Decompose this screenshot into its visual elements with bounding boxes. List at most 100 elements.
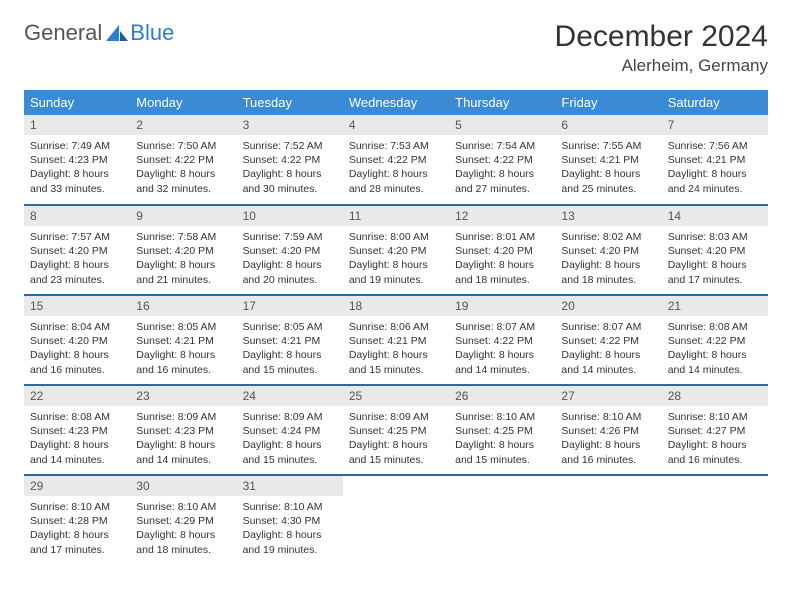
calendar-cell: 21Sunrise: 8:08 AMSunset: 4:22 PMDayligh… [662,295,768,385]
calendar-cell: 12Sunrise: 8:01 AMSunset: 4:20 PMDayligh… [449,205,555,295]
daylight-text-1: Daylight: 8 hours [455,438,549,452]
day-content: Sunrise: 8:09 AMSunset: 4:25 PMDaylight:… [343,406,449,473]
day-number: 26 [449,386,555,406]
weekday-header: Thursday [449,90,555,115]
daylight-text-1: Daylight: 8 hours [349,167,443,181]
sunrise-text: Sunrise: 8:10 AM [136,500,230,514]
day-content: Sunrise: 7:54 AMSunset: 4:22 PMDaylight:… [449,135,555,202]
calendar-cell: 14Sunrise: 8:03 AMSunset: 4:20 PMDayligh… [662,205,768,295]
daylight-text-2: and 15 minutes. [455,453,549,467]
sunrise-text: Sunrise: 8:10 AM [561,410,655,424]
sunrise-text: Sunrise: 7:49 AM [30,139,124,153]
daylight-text-1: Daylight: 8 hours [30,438,124,452]
day-content: Sunrise: 8:10 AMSunset: 4:27 PMDaylight:… [662,406,768,473]
sunrise-text: Sunrise: 8:04 AM [30,320,124,334]
sunset-text: Sunset: 4:23 PM [30,424,124,438]
sunrise-text: Sunrise: 8:06 AM [349,320,443,334]
sunrise-text: Sunrise: 7:54 AM [455,139,549,153]
day-content: Sunrise: 8:09 AMSunset: 4:24 PMDaylight:… [237,406,343,473]
day-number: 23 [130,386,236,406]
sunrise-text: Sunrise: 8:10 AM [668,410,762,424]
calendar-table: Sunday Monday Tuesday Wednesday Thursday… [24,90,768,565]
day-content: Sunrise: 8:01 AMSunset: 4:20 PMDaylight:… [449,226,555,293]
sunset-text: Sunset: 4:21 PM [243,334,337,348]
calendar-cell: 20 Sunrise: 8:07 AMSunset: 4:22 PMDayligh… [555,295,661,385]
daylight-text-2: and 33 minutes. [30,182,124,196]
day-number: 7 [662,115,768,135]
title-block: December 2024 Alerheim, Germany [555,20,768,76]
daylight-text-2: and 14 minutes. [455,363,549,377]
weekday-header: Monday [130,90,236,115]
daylight-text-2: and 25 minutes. [561,182,655,196]
sunset-text: Sunset: 4:22 PM [136,153,230,167]
daylight-text-1: Daylight: 8 hours [136,167,230,181]
daylight-text-2: and 15 minutes. [243,363,337,377]
sunrise-text: Sunrise: 7:58 AM [136,230,230,244]
day-content: Sunrise: 7:53 AMSunset: 4:22 PMDaylight:… [343,135,449,202]
daylight-text-2: and 19 minutes. [243,543,337,557]
sunrise-text: Sunrise: 7:57 AM [30,230,124,244]
daylight-text-2: and 16 minutes. [30,363,124,377]
day-content: Sunrise: 8:06 AMSunset: 4:21 PMDaylight:… [343,316,449,383]
weekday-header: Sunday [24,90,130,115]
day-number: 18 [343,296,449,316]
day-number: 15 [24,296,130,316]
daylight-text-2: and 18 minutes. [455,273,549,287]
sunrise-text: Sunrise: 8:07 AM [455,320,549,334]
day-number: 4 [343,115,449,135]
calendar-cell: 28Sunrise: 8:10 AMSunset: 4:27 PMDayligh… [662,385,768,475]
daylight-text-2: and 16 minutes. [136,363,230,377]
sunset-text: Sunset: 4:21 PM [561,153,655,167]
sunset-text: Sunset: 4:20 PM [561,244,655,258]
weekday-header: Wednesday [343,90,449,115]
calendar-cell: 30Sunrise: 8:10 AMSunset: 4:29 PMDayligh… [130,475,236,565]
sunset-text: Sunset: 4:29 PM [136,514,230,528]
calendar-cell: 6Sunrise: 7:55 AMSunset: 4:21 PMDaylight… [555,115,661,205]
sunrise-text: Sunrise: 8:07 AM [561,320,655,334]
day-number: 20 [555,296,661,316]
sunrise-text: Sunrise: 8:08 AM [30,410,124,424]
calendar-cell: 13Sunrise: 8:02 AMSunset: 4:20 PMDayligh… [555,205,661,295]
daylight-text-1: Daylight: 8 hours [30,348,124,362]
sunrise-text: Sunrise: 8:05 AM [243,320,337,334]
calendar-cell: 5Sunrise: 7:54 AMSunset: 4:22 PMDaylight… [449,115,555,205]
weekday-header: Friday [555,90,661,115]
day-content: Sunrise: 7:55 AMSunset: 4:21 PMDaylight:… [555,135,661,202]
day-content: Sunrise: 8:08 AMSunset: 4:22 PMDaylight:… [662,316,768,383]
calendar-cell: 3Sunrise: 7:52 AMSunset: 4:22 PMDaylight… [237,115,343,205]
location: Alerheim, Germany [555,56,768,76]
day-number: 13 [555,206,661,226]
daylight-text-1: Daylight: 8 hours [243,438,337,452]
sunset-text: Sunset: 4:21 PM [349,334,443,348]
daylight-text-1: Daylight: 8 hours [243,258,337,272]
day-number: 27 [555,386,661,406]
daylight-text-1: Daylight: 8 hours [561,348,655,362]
sunset-text: Sunset: 4:21 PM [136,334,230,348]
calendar-cell [662,475,768,565]
daylight-text-1: Daylight: 8 hours [455,348,549,362]
sunset-text: Sunset: 4:22 PM [561,334,655,348]
sunrise-text: Sunrise: 8:02 AM [561,230,655,244]
daylight-text-2: and 27 minutes. [455,182,549,196]
sunrise-text: Sunrise: 7:50 AM [136,139,230,153]
day-content: Sunrise: 7:59 AMSunset: 4:20 PMDaylight:… [237,226,343,293]
daylight-text-2: and 15 minutes. [349,363,443,377]
daylight-text-2: and 32 minutes. [136,182,230,196]
day-number: 12 [449,206,555,226]
day-number: 21 [662,296,768,316]
sunset-text: Sunset: 4:23 PM [136,424,230,438]
daylight-text-1: Daylight: 8 hours [136,348,230,362]
day-content: Sunrise: 8:03 AMSunset: 4:20 PMDaylight:… [662,226,768,293]
daylight-text-1: Daylight: 8 hours [561,167,655,181]
daylight-text-2: and 14 minutes. [668,363,762,377]
daylight-text-1: Daylight: 8 hours [349,258,443,272]
day-number: 14 [662,206,768,226]
daylight-text-2: and 17 minutes. [30,543,124,557]
daylight-text-2: and 18 minutes. [136,543,230,557]
day-content: Sunrise: 8:10 AMSunset: 4:25 PMDaylight:… [449,406,555,473]
sunset-text: Sunset: 4:20 PM [30,334,124,348]
sunset-text: Sunset: 4:22 PM [349,153,443,167]
day-content: Sunrise: 7:58 AMSunset: 4:20 PMDaylight:… [130,226,236,293]
daylight-text-2: and 14 minutes. [30,453,124,467]
daylight-text-1: Daylight: 8 hours [349,348,443,362]
